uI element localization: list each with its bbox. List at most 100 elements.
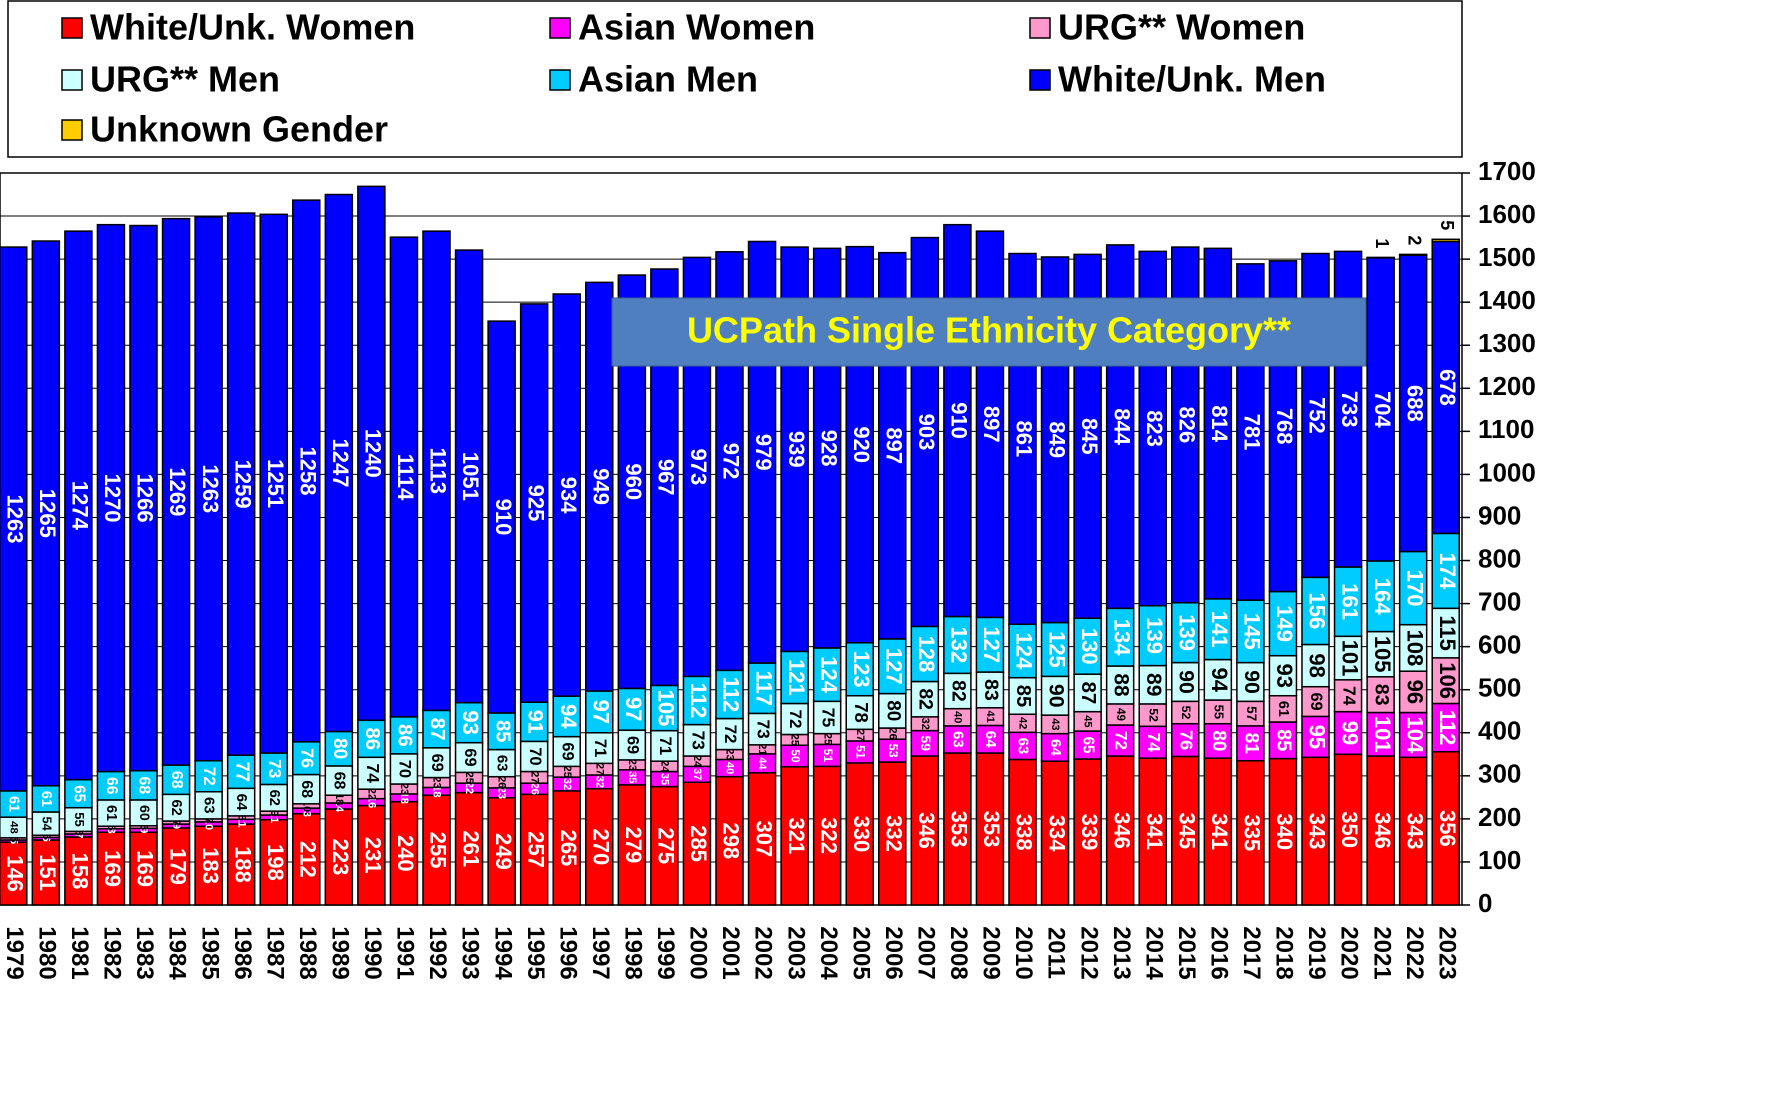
value-label: 72 <box>200 767 219 786</box>
value-label: 23 <box>431 776 443 788</box>
bar-segment <box>1105 724 1135 757</box>
value-label: 24 <box>691 755 703 768</box>
value-label: 346 <box>1370 812 1395 849</box>
value-label: 169 <box>100 850 125 887</box>
value-label: 112 <box>686 683 711 719</box>
bar-segment <box>943 615 972 675</box>
bar-segment <box>1203 757 1233 906</box>
value-label: 1269 <box>165 467 190 516</box>
value-label: 25 <box>789 734 801 746</box>
bar-segment <box>878 692 907 729</box>
bar-segment <box>1431 607 1460 659</box>
x-tick-label: 2000 <box>685 926 712 979</box>
value-label: 21 <box>756 743 768 755</box>
value-label: 45 <box>1082 715 1094 727</box>
bar-segment <box>650 729 679 762</box>
bar-segment <box>975 616 1005 673</box>
value-label: 949 <box>588 468 613 505</box>
x-tick-label: 1979 <box>1 926 28 979</box>
value-label: 1263 <box>2 495 27 544</box>
x-tick-label: 1989 <box>326 926 353 979</box>
value-label: 183 <box>198 847 223 884</box>
value-label: 40 <box>951 711 963 723</box>
value-label: 88 <box>1110 673 1133 696</box>
y-tick-label: 1300 <box>1478 328 1536 358</box>
value-label: 1240 <box>361 429 386 478</box>
value-label: 972 <box>719 443 744 480</box>
value-label: 910 <box>947 402 972 439</box>
x-tick-label: 2005 <box>847 926 874 979</box>
bar-segment <box>1366 257 1395 562</box>
value-label: 63 <box>949 731 965 748</box>
y-tick-label: 700 <box>1478 586 1521 616</box>
bar-segment <box>1008 623 1037 679</box>
x-tick-label: 2011 <box>1043 927 1070 979</box>
value-label: 1251 <box>263 459 288 508</box>
bar-segment <box>487 748 516 778</box>
value-label: 845 <box>1077 418 1102 455</box>
value-label: 69 <box>624 736 642 754</box>
x-tick-label: 2006 <box>880 926 907 979</box>
bar-segment <box>1138 604 1167 667</box>
x-tick-label: 2004 <box>815 926 842 980</box>
bar-segment <box>715 717 744 751</box>
bar-segment <box>780 702 809 736</box>
value-label: 346 <box>1109 812 1134 849</box>
legend-swatch <box>61 17 83 39</box>
value-label: 897 <box>979 406 1004 443</box>
y-tick-label: 1700 <box>1478 156 1536 186</box>
value-label: 68 <box>331 772 349 790</box>
value-label: 90 <box>1240 670 1264 694</box>
value-label: 174 <box>1435 553 1460 590</box>
value-label: 69 <box>428 754 446 772</box>
bar-segment <box>1138 757 1167 906</box>
value-label: 81 <box>1240 733 1261 755</box>
value-label: 7 <box>170 819 182 825</box>
bar-segment <box>943 672 972 710</box>
value-label: 49 <box>1114 708 1127 721</box>
value-label: 82 <box>915 688 937 710</box>
value-label: 814 <box>1207 405 1232 442</box>
bar-segment <box>487 797 516 906</box>
annotation-box <box>611 297 1367 367</box>
value-label: 26 <box>886 728 898 740</box>
legend-label: Asian Women <box>578 7 815 48</box>
value-label: 44 <box>756 757 768 770</box>
bar-segment <box>1431 240 1460 535</box>
bar-segment <box>259 213 288 754</box>
value-label: 68 <box>298 780 316 798</box>
bar-segment <box>422 794 451 906</box>
value-label: 156 <box>1305 593 1330 630</box>
value-label: 61 <box>38 791 54 807</box>
legend-swatch <box>549 69 571 91</box>
value-label: 678 <box>1435 369 1460 406</box>
x-tick-label: 1984 <box>164 926 191 980</box>
bar-segment <box>682 675 712 726</box>
bar-segment <box>96 223 126 773</box>
y-tick-label: 100 <box>1478 845 1521 875</box>
value-label: 99 <box>1337 721 1362 745</box>
value-label: 74 <box>363 763 383 783</box>
y-tick-label: 1200 <box>1478 371 1536 401</box>
value-label: 7 <box>203 817 215 823</box>
value-label: 27 <box>854 729 866 741</box>
bar-segment <box>1171 601 1200 664</box>
value-label: 77 <box>232 762 253 782</box>
value-label: 71 <box>656 737 675 756</box>
x-tick-label: 2009 <box>978 926 1005 979</box>
value-label: 62 <box>168 800 184 816</box>
bar-segment <box>161 217 191 766</box>
value-label: 973 <box>686 449 711 486</box>
value-label: 87 <box>426 718 449 741</box>
value-label: 6 <box>138 824 150 830</box>
bar-segment <box>780 766 809 906</box>
value-label: 1113 <box>426 447 451 494</box>
x-tick-label: 2012 <box>1075 926 1102 979</box>
value-label: 112 <box>1435 710 1460 746</box>
value-label: 1266 <box>133 474 158 523</box>
value-label: 823 <box>1142 410 1167 447</box>
value-label: 18 <box>431 785 443 797</box>
bar-segment <box>585 281 614 692</box>
legend-label: Asian Men <box>578 59 758 100</box>
bar-segment <box>422 709 451 749</box>
